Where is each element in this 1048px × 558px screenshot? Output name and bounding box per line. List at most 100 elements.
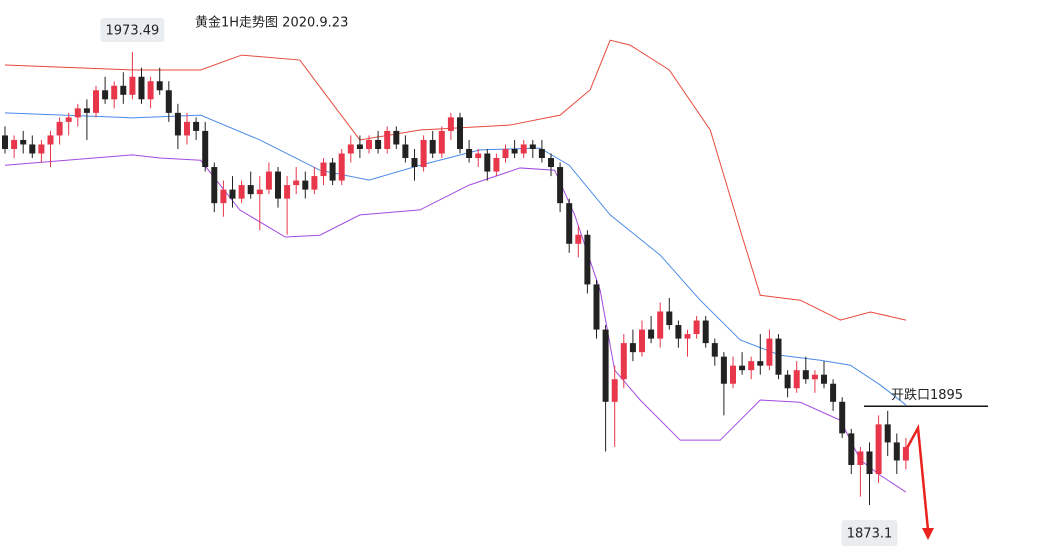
candle-body: [830, 383, 837, 402]
candle-body: [111, 85, 118, 100]
candle-body: [302, 180, 309, 190]
arrow-head: [922, 528, 934, 540]
candle-body: [47, 135, 54, 145]
candle-body: [102, 90, 109, 100]
candle-body: [165, 90, 172, 113]
candle-body: [693, 320, 700, 335]
candle-body: [20, 139, 27, 145]
candle-body: [657, 311, 664, 339]
candle-body: [93, 90, 99, 113]
candle-body: [666, 311, 673, 326]
candle-body: [366, 139, 372, 149]
candle-body: [757, 361, 764, 366]
band-line: [4, 154, 907, 493]
candle-body: [648, 329, 655, 339]
candle-body: [138, 76, 145, 100]
candle-body: [857, 451, 864, 465]
forecast-arrow: [904, 423, 930, 531]
candle-body: [602, 329, 609, 402]
candle-body: [739, 365, 746, 371]
label-box: [841, 520, 898, 546]
candle-body: [538, 148, 545, 159]
candle-body: [393, 130, 400, 145]
candle-body: [902, 446, 909, 461]
candle-body: [548, 158, 554, 168]
candle-body: [557, 167, 564, 204]
candle-body: [2, 135, 8, 149]
candle-body: [220, 189, 227, 204]
candle-body: [484, 153, 491, 172]
candle-body: [711, 343, 718, 357]
candle-body: [584, 234, 591, 285]
candle-body: [402, 144, 409, 159]
band-line: [4, 112, 907, 406]
candle-body: [438, 130, 445, 154]
candle-body: [329, 162, 336, 181]
candle-body: [284, 185, 291, 199]
candle-body: [629, 343, 636, 353]
candle-body: [293, 180, 300, 186]
candle-body: [575, 234, 582, 244]
candle-body: [247, 185, 254, 195]
candle-body: [457, 117, 463, 149]
candle-body: [38, 144, 45, 154]
candle-body: [184, 121, 190, 136]
candle-body: [611, 379, 618, 402]
candle-body: [866, 451, 873, 475]
candle-body: [375, 139, 382, 149]
candle-body: [347, 144, 354, 154]
candle-body: [265, 171, 272, 190]
candle-body: [493, 158, 500, 172]
candle-body: [129, 76, 136, 95]
candle-body: [11, 139, 18, 149]
candle-body: [848, 433, 855, 465]
chart-title: 黄金1H走势图 2020.9.23: [195, 15, 348, 31]
candle-body: [784, 374, 791, 389]
candle-body: [730, 365, 736, 384]
high-label: 1973.49: [106, 24, 160, 39]
candle-body: [775, 338, 782, 375]
candle-body: [839, 401, 846, 434]
candle-body: [29, 144, 36, 154]
low-label: 1873.1: [847, 527, 893, 542]
candle-body: [429, 139, 436, 154]
candle-body: [384, 130, 391, 149]
candle-body: [65, 117, 72, 122]
candle-body: [811, 374, 818, 380]
candle-body: [766, 338, 773, 366]
candle-body: [793, 370, 800, 389]
gap-label: 开跌口1895: [891, 387, 963, 403]
candle-body: [475, 153, 482, 159]
candle-body: [884, 424, 891, 443]
candle-body: [56, 121, 63, 136]
candle-body: [466, 148, 473, 159]
candle-body: [566, 203, 573, 244]
candle-body: [211, 167, 218, 204]
candle-body: [83, 108, 90, 113]
candle-body: [702, 320, 709, 344]
candle-body: [593, 284, 600, 330]
candle-body: [620, 343, 627, 380]
candle-body: [147, 81, 154, 100]
candle-body: [156, 81, 163, 91]
candle-body: [502, 148, 509, 159]
candle-body: [802, 370, 809, 380]
candle-body: [893, 442, 900, 461]
band-line: [4, 39, 907, 321]
candle-body: [511, 148, 518, 154]
candle-body: [675, 325, 682, 339]
candle-body: [338, 153, 345, 181]
candle-body: [311, 176, 318, 190]
candle-body: [748, 361, 755, 371]
candle-body: [720, 356, 727, 384]
candle-body: [275, 171, 281, 199]
candle-body: [229, 189, 236, 199]
candle-body: [447, 117, 454, 131]
candle-body: [74, 108, 81, 118]
candle-body: [193, 121, 200, 131]
candle-body: [420, 139, 427, 168]
candle-body: [202, 130, 209, 168]
candle-body: [256, 189, 263, 195]
